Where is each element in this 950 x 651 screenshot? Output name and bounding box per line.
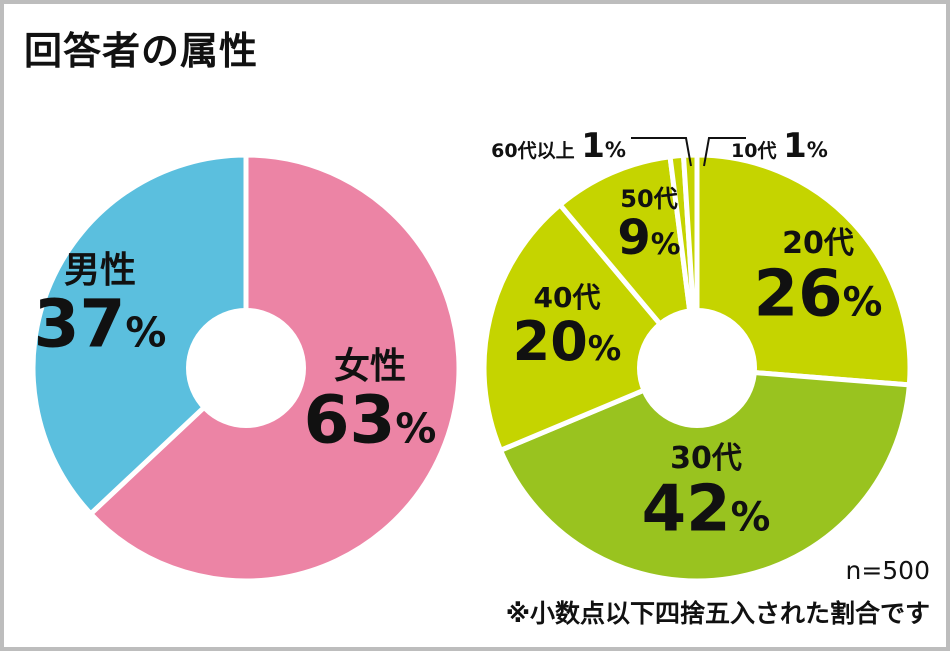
data-label: 60代以上 1% (491, 126, 626, 166)
svg-text:20代: 20代 (782, 226, 854, 261)
rounding-note: ※小数点以下四捨五入された割合です (505, 599, 930, 628)
leader-lines (631, 137, 746, 167)
age-slice-0 (694, 152, 913, 388)
svg-text:26%: 26% (754, 258, 883, 332)
svg-text:30代: 30代 (670, 441, 742, 476)
svg-text:37%: 37% (34, 286, 167, 363)
svg-text:63%: 63% (304, 382, 437, 459)
sample-size-note: n=500 (845, 556, 930, 585)
svg-text:50代: 50代 (620, 185, 677, 213)
svg-text:20%: 20% (513, 310, 622, 373)
chart-title: 回答者の属性 (24, 29, 259, 73)
svg-text:40代: 40代 (534, 281, 601, 314)
age-pie (481, 152, 913, 584)
gender-pie (30, 152, 462, 584)
age-slice-3 (556, 153, 701, 377)
age-slice-1 (497, 365, 913, 584)
svg-text:10代 1%: 10代 1% (731, 126, 828, 166)
svg-text:女性: 女性 (334, 346, 406, 387)
svg-text:男性: 男性 (64, 250, 136, 291)
donut-hole (186, 308, 306, 428)
gender-slice-1 (30, 152, 249, 518)
donut-hole (637, 308, 757, 428)
svg-text:9%: 9% (617, 210, 680, 266)
data-label: 10代 1% (731, 126, 828, 166)
svg-text:60代以上 1%: 60代以上 1% (491, 126, 626, 166)
svg-text:42%: 42% (642, 473, 771, 547)
